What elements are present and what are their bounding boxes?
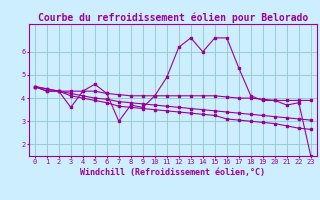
Title: Courbe du refroidissement éolien pour Belorado: Courbe du refroidissement éolien pour Be… xyxy=(38,13,308,23)
X-axis label: Windchill (Refroidissement éolien,°C): Windchill (Refroidissement éolien,°C) xyxy=(80,168,265,177)
